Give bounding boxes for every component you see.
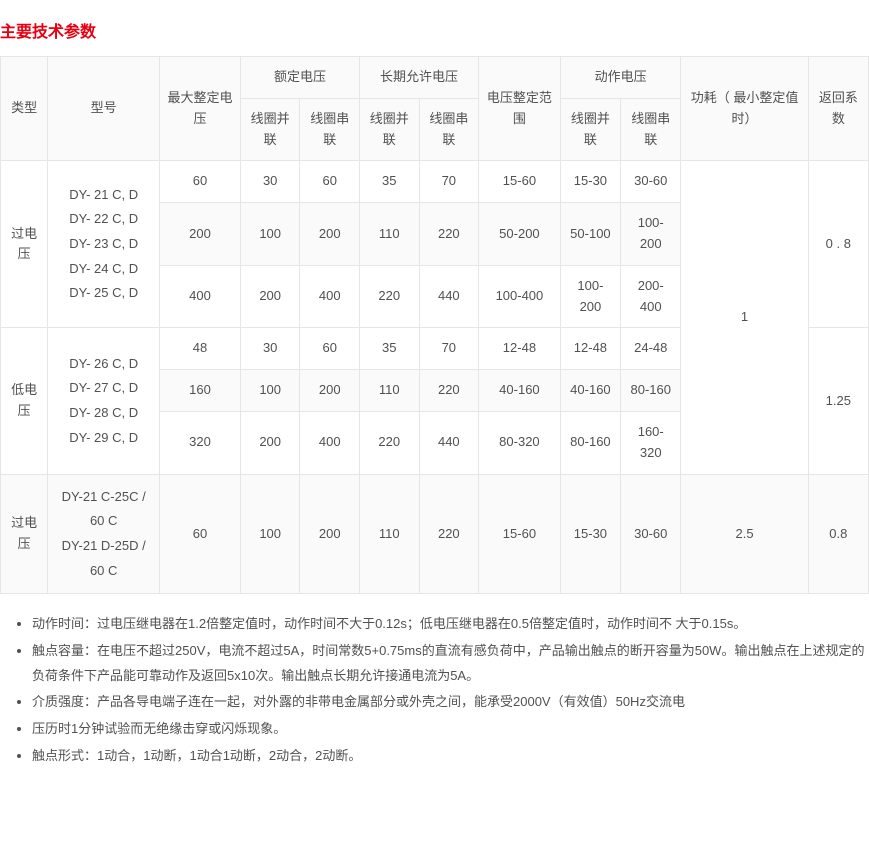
table-cell: 12-48 [560,328,620,370]
col-rated: 额定电压 [240,57,359,99]
col-rated-parallel: 线圈并联 [240,98,300,161]
table-cell: 200 [300,370,360,412]
table-cell: 200-400 [621,265,681,328]
col-return: 返回系数 [808,57,868,161]
table-cell: 30-60 [621,474,681,594]
table-cell-model: DY-21 C-25C / 60 CDY-21 D-25D / 60 C [48,474,160,594]
note-item: 压历时1分钟试验而无绝缘击穿或闪烁现象。 [32,717,869,742]
table-cell: 220 [360,411,420,474]
col-power: 功耗（ 最小整定值时） [681,57,808,161]
table-cell: 100 [240,474,300,594]
table-cell: 60 [300,328,360,370]
table-cell: 15-60 [479,474,561,594]
table-cell: 100-400 [479,265,561,328]
table-cell: 200 [240,411,300,474]
table-cell: 100-200 [621,203,681,266]
page-title: 主要技术参数 [0,18,869,42]
note-item: 触点形式：1动合，1动断，1动合1动断，2动合，2动断。 [32,744,869,769]
table-cell: 220 [419,370,479,412]
parameters-table: 类型 型号 最大整定电压 额定电压 长期允许电压 电压整定范围 动作电压 功耗（… [0,56,869,594]
notes-list: 动作时间：过电压继电器在1.2倍整定值时，动作时间不大于0.12s；低电压继电器… [0,612,869,768]
table-cell: 30 [240,328,300,370]
note-item: 介质强度：产品各导电端子连在一起，对外露的非带电金属部分或外壳之间，能承受200… [32,690,869,715]
table-cell: 40-160 [560,370,620,412]
table-cell: 400 [300,265,360,328]
table-cell-return: 1.25 [808,328,868,474]
table-cell-return: 0 . 8 [808,161,868,328]
table-cell: 100 [240,370,300,412]
table-cell-type: 过电压 [1,161,48,328]
table-cell: 70 [419,161,479,203]
table-cell: 60 [300,161,360,203]
table-cell: 15-60 [479,161,561,203]
table-cell: 100 [240,203,300,266]
table-cell: 80-160 [621,370,681,412]
table-cell: 35 [360,161,420,203]
table-cell: 80-160 [560,411,620,474]
table-cell: 35 [360,328,420,370]
table-cell: 110 [360,370,420,412]
table-cell: 200 [300,474,360,594]
table-cell: 12-48 [479,328,561,370]
table-cell: 200 [160,203,241,266]
table-cell: 30 [240,161,300,203]
table-cell: 60 [160,474,241,594]
table-cell: 160-320 [621,411,681,474]
table-cell: 110 [360,474,420,594]
table-cell: 200 [300,203,360,266]
col-long-parallel: 线圈并联 [360,98,420,161]
table-cell: 440 [419,265,479,328]
col-longterm: 长期允许电压 [360,57,479,99]
table-cell: 15-30 [560,161,620,203]
col-model: 型号 [48,57,160,161]
table-cell: 200 [240,265,300,328]
note-item: 动作时间：过电压继电器在1.2倍整定值时，动作时间不大于0.12s；低电压继电器… [32,612,869,637]
table-cell: 220 [360,265,420,328]
col-operating: 动作电压 [560,57,681,99]
table-cell: 220 [419,474,479,594]
table-cell-type: 低电压 [1,328,48,474]
col-max: 最大整定电压 [160,57,241,161]
table-cell-model: DY- 21 C, DDY- 22 C, DDY- 23 C, DDY- 24 … [48,161,160,328]
table-cell: 30-60 [621,161,681,203]
col-rated-series: 线圈串联 [300,98,360,161]
table-cell: 320 [160,411,241,474]
table-cell: 48 [160,328,241,370]
table-cell: 50-200 [479,203,561,266]
table-cell-model: DY- 26 C, DDY- 27 C, DDY- 28 C, DDY- 29 … [48,328,160,474]
table-cell: 80-320 [479,411,561,474]
table-cell: 220 [419,203,479,266]
table-cell: 160 [160,370,241,412]
table-cell-power: 1 [681,161,808,474]
col-op-parallel: 线圈并联 [560,98,620,161]
table-body: 过电压DY- 21 C, DDY- 22 C, DDY- 23 C, DDY- … [1,161,869,594]
col-range: 电压整定范围 [479,57,561,161]
col-long-series: 线圈串联 [419,98,479,161]
table-cell: 70 [419,328,479,370]
col-op-series: 线圈串联 [621,98,681,161]
table-cell: 40-160 [479,370,561,412]
table-cell-type: 过电压 [1,474,48,594]
table-cell: 400 [300,411,360,474]
table-cell: 50-100 [560,203,620,266]
table-cell-return: 0.8 [808,474,868,594]
table-cell: 110 [360,203,420,266]
col-type: 类型 [1,57,48,161]
table-cell-power: 2.5 [681,474,808,594]
table-cell: 400 [160,265,241,328]
table-cell: 440 [419,411,479,474]
table-cell: 60 [160,161,241,203]
table-cell: 100-200 [560,265,620,328]
note-item: 触点容量：在电压不超过250V，电流不超过5A，时间常数5+0.75ms的直流有… [32,639,869,688]
table-cell: 24-48 [621,328,681,370]
table-cell: 15-30 [560,474,620,594]
